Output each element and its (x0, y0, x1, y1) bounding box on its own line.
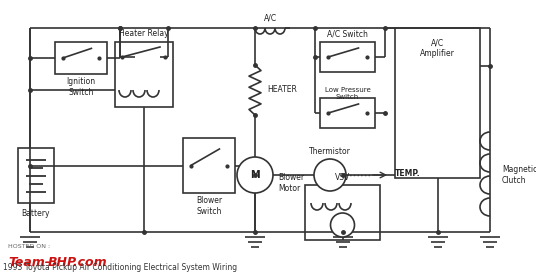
Text: TEMP.: TEMP. (395, 170, 421, 178)
Text: A/C
Amplifier: A/C Amplifier (420, 38, 455, 58)
Text: Thermistor: Thermistor (309, 147, 351, 155)
Text: 1993 Toyota Pickup Air Conditioning Electrical System Wiring: 1993 Toyota Pickup Air Conditioning Elec… (3, 264, 237, 272)
Bar (395, 28, 480, 178)
Circle shape (314, 159, 346, 191)
Text: Blower
Motor: Blower Motor (278, 173, 304, 193)
Bar (305, 185, 380, 240)
Text: A/C Switch: A/C Switch (327, 29, 368, 38)
Text: A/C: A/C (263, 14, 277, 23)
Text: M: M (250, 170, 260, 180)
Text: Blower
Switch: Blower Switch (196, 196, 222, 216)
Text: HOSTED ON :: HOSTED ON : (8, 244, 50, 249)
Text: Switch: Switch (336, 94, 359, 100)
Text: VSV: VSV (335, 173, 350, 182)
Text: HEATER: HEATER (267, 86, 297, 95)
Bar (115, 42, 173, 107)
Bar (55, 42, 107, 74)
Text: Low Pressure: Low Pressure (325, 87, 370, 93)
Circle shape (237, 157, 273, 193)
Circle shape (331, 213, 354, 237)
Text: Heater Relay: Heater Relay (119, 29, 169, 38)
Text: Magnetic
Clutch: Magnetic Clutch (502, 165, 536, 185)
Bar (183, 138, 235, 193)
Bar (18, 148, 54, 203)
Text: Team-: Team- (8, 256, 50, 269)
Text: Ignition
Switch: Ignition Switch (66, 77, 95, 97)
Bar (320, 42, 375, 72)
Text: BHP.com: BHP.com (48, 256, 108, 269)
Text: Battery: Battery (22, 208, 50, 217)
Bar (320, 98, 375, 128)
